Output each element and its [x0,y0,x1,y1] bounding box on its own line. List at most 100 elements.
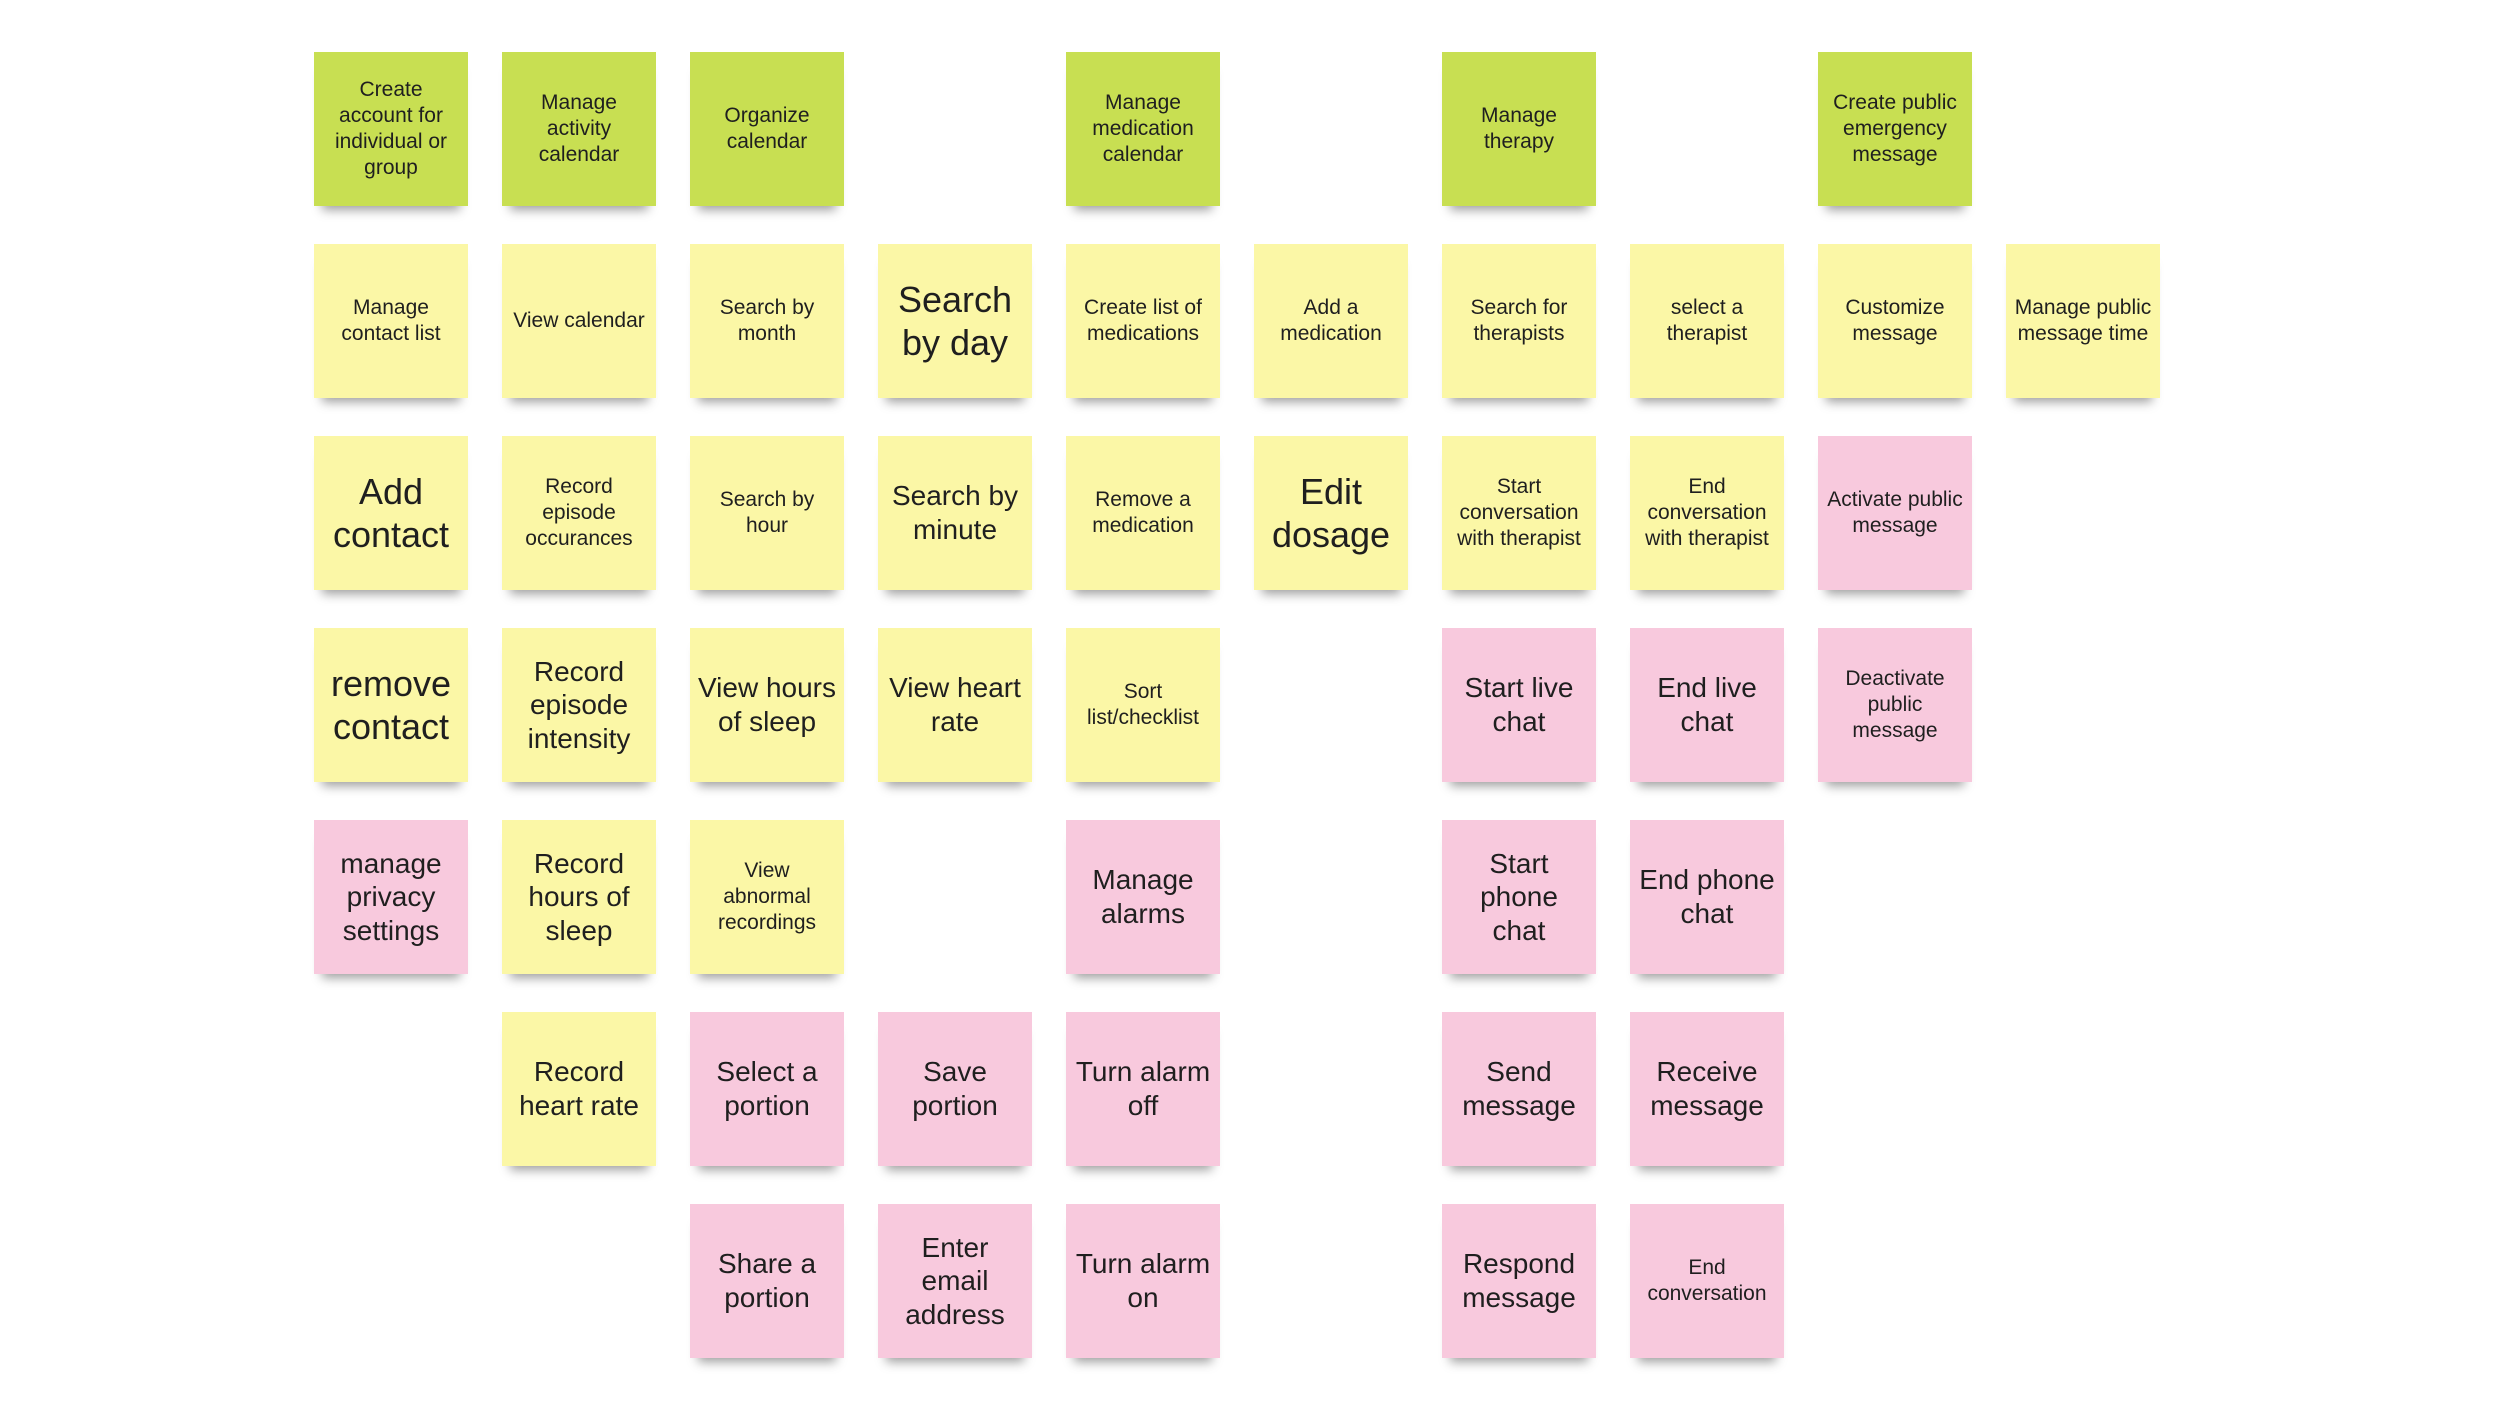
sticky-note-text: Manage activity calendar [538,90,620,167]
sticky-note-text: Search by day [897,278,1013,363]
sticky-note: Start phone chat [1442,820,1596,974]
sticky-note: Manage contact list [314,244,468,398]
sticky-note-text: Deactivate public message [1845,666,1945,743]
sticky-note: End phone chat [1630,820,1784,974]
sticky-note: Create account for individual or group [314,52,468,206]
sticky-note-text: Turn alarm on [1075,1248,1211,1313]
sticky-note: End live chat [1630,628,1784,782]
sticky-note: Start live chat [1442,628,1596,782]
sticky-note-text: Manage public message time [2014,295,2152,345]
sticky-note: Remove a medication [1066,436,1220,590]
sticky-note-text: Start conversation with therapist [1457,474,1581,551]
sticky-note-text: Manage medication calendar [1092,90,1194,167]
sticky-note-text: Manage therapy [1481,103,1557,153]
sticky-note-text: Select a portion [716,1056,818,1121]
sticky-note: Save portion [878,1012,1032,1166]
sticky-note-text: Create public emergency message [1833,90,1957,167]
sticky-note: Turn alarm on [1066,1204,1220,1358]
sticky-note-text: manage privacy settings [340,847,442,946]
sticky-note-text: View hours of sleep [698,672,837,737]
sticky-note-text: Start phone chat [1480,847,1558,946]
sticky-note: Add contact [314,436,468,590]
sticky-note-text: Record episode occurances [525,474,633,551]
sticky-note: Search by month [690,244,844,398]
sticky-note-text: Share a portion [717,1248,817,1313]
sticky-note: Activate public message [1818,436,1972,590]
sticky-note-text: Record episode intensity [527,655,631,754]
sticky-note: Organize calendar [690,52,844,206]
sticky-note: Search by day [878,244,1032,398]
sticky-note: Create list of medications [1066,244,1220,398]
sticky-note-text: Edit dosage [1271,470,1391,555]
sticky-note: End conversation [1630,1204,1784,1358]
sticky-note: Edit dosage [1254,436,1408,590]
sticky-note: Customize message [1818,244,1972,398]
sticky-note: Sort list/checklist [1066,628,1220,782]
sticky-note: Search by hour [690,436,844,590]
sticky-note: Add a medication [1254,244,1408,398]
sticky-note: View abnormal recordings [690,820,844,974]
sticky-note-text: Manage contact list [341,295,441,345]
sticky-note-text: End conversation [1647,1255,1767,1305]
sticky-note-text: Add a medication [1280,295,1382,345]
sticky-note: Deactivate public message [1818,628,1972,782]
sticky-note: Receive message [1630,1012,1784,1166]
sticky-note: manage privacy settings [314,820,468,974]
sticky-note: Enter email address [878,1204,1032,1358]
sticky-note: View hours of sleep [690,628,844,782]
sticky-note-text: Record heart rate [519,1056,639,1121]
sticky-note: View heart rate [878,628,1032,782]
sticky-note: Record episode intensity [502,628,656,782]
sticky-note: Create public emergency message [1818,52,1972,206]
sticky-note-text: View abnormal recordings [717,858,817,935]
sticky-note-text: Sort list/checklist [1086,679,1200,729]
sticky-note: Manage public message time [2006,244,2160,398]
sticky-note: Record heart rate [502,1012,656,1166]
sticky-note-text: End conversation with therapist [1645,474,1769,551]
sticky-note-text: remove contact [330,662,452,747]
sticky-note-text: Create list of medications [1084,295,1202,345]
sticky-note: Search for therapists [1442,244,1596,398]
sticky-note-text: End phone chat [1639,864,1775,929]
sticky-note-text: Remove a medication [1092,487,1194,537]
sticky-note-text: Add contact [332,470,450,555]
sticky-note-text: Respond message [1462,1248,1576,1313]
sticky-note: Manage activity calendar [502,52,656,206]
sticky-note: Send message [1442,1012,1596,1166]
sticky-note: Share a portion [690,1204,844,1358]
sticky-note: Search by minute [878,436,1032,590]
sticky-note: Turn alarm off [1066,1012,1220,1166]
sticky-note-text: Start live chat [1464,672,1574,737]
sticky-note-text: Search by month [719,295,815,345]
sticky-note-text: View heart rate [889,672,1021,737]
sticky-note-text: Search for therapists [1470,295,1568,345]
sticky-note: Record hours of sleep [502,820,656,974]
sticky-note: select a therapist [1630,244,1784,398]
sticky-note-text: Send message [1462,1056,1576,1121]
sticky-note-text: End live chat [1657,672,1757,737]
sticky-note: remove contact [314,628,468,782]
sticky-note-text: Customize message [1845,295,1945,345]
sticky-note: Select a portion [690,1012,844,1166]
sticky-note: Start conversation with therapist [1442,436,1596,590]
sticky-note-text: Create account for individual or group [334,77,448,180]
sticky-note-text: Organize calendar [724,103,810,153]
sticky-note: Record episode occurances [502,436,656,590]
sticky-note: Manage alarms [1066,820,1220,974]
sticky-note: Manage therapy [1442,52,1596,206]
sticky-note-text: Enter email address [905,1231,1005,1330]
sticky-note-text: Manage alarms [1092,864,1194,929]
sticky-note-text: Receive message [1650,1056,1764,1121]
sticky-note-text: View calendar [513,308,645,332]
sticky-note-text: Search by minute [891,480,1019,545]
sticky-note: Manage medication calendar [1066,52,1220,206]
sticky-note: End conversation with therapist [1630,436,1784,590]
sticky-note: View calendar [502,244,656,398]
sticky-note-text: Turn alarm off [1075,1056,1211,1121]
sticky-note-text: Search by hour [719,487,815,537]
sticky-note-text: Activate public message [1827,487,1963,537]
sticky-note: Respond message [1442,1204,1596,1358]
sticky-note-text: select a therapist [1666,295,1748,345]
sticky-note-text: Record hours of sleep [528,847,630,946]
